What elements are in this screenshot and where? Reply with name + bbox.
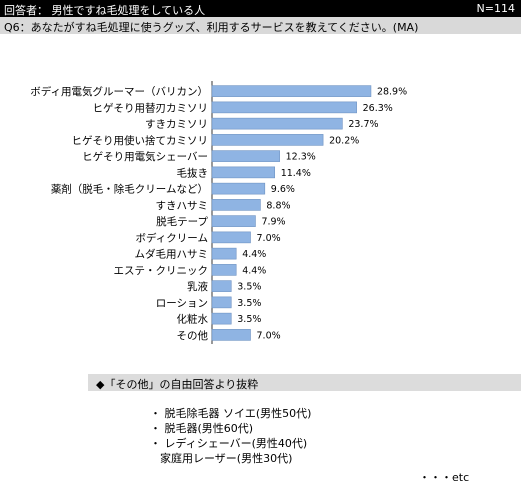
other-answers-heading-bar: ◆「その他」の自由回答より抜粋 <box>88 374 521 391</box>
bar <box>211 150 280 162</box>
bar <box>211 329 251 341</box>
value-label: 12.3% <box>286 152 316 163</box>
value-label: 4.4% <box>242 249 266 260</box>
category-label: 毛抜き <box>177 166 209 179</box>
value-label: 7.0% <box>257 233 281 244</box>
bar-chart: ボディ用電気グルーマー（バリカン） 28.9% ヒゲそり用替刃カミソリ 26.3% すき… <box>30 81 407 344</box>
bar <box>211 312 232 325</box>
question-bar: Q6：あなたがすね毛処理に使うグッズ、利用するサービスを教えてください。(MA) <box>0 17 521 34</box>
category-label: ヒゲそり用使い捨てカミソリ <box>72 134 209 147</box>
category-label: ヒゲそり用電気シェーバー <box>82 150 208 163</box>
category-label: その他 <box>177 329 209 342</box>
other-answers-heading: ◆「その他」の自由回答より抜粋 <box>96 378 259 391</box>
category-label: ローション <box>156 297 208 309</box>
bar <box>211 101 357 114</box>
value-label: 3.5% <box>237 314 261 325</box>
bar <box>211 231 251 244</box>
category-label: 脱毛テープ <box>156 215 208 228</box>
value-label: 23.7% <box>348 119 378 130</box>
etc-note: ・・・etc <box>419 471 470 484</box>
other-answers-list: ・ 脱毛除毛器 ソイエ(男性50代) ・ 脱毛器(男性60代) ・ レディシェー… <box>150 406 311 466</box>
bar <box>211 264 237 276</box>
other-answer-item: ・ レディシェーバー(男性40代) <box>150 437 308 450</box>
value-label: 28.9% <box>377 87 407 98</box>
value-label: 26.3% <box>363 103 393 114</box>
bar <box>211 199 261 211</box>
category-label: すきハサミ <box>156 200 209 212</box>
value-label: 3.5% <box>237 282 261 293</box>
value-label: 9.6% <box>271 184 295 195</box>
other-answer-continuation: 家庭用レーザー(男性30代) <box>160 452 293 465</box>
value-label: 7.0% <box>257 330 281 341</box>
value-label: 7.9% <box>261 217 285 228</box>
category-label: ムダ毛用ハサミ <box>135 248 209 261</box>
category-label: 乳液 <box>187 280 208 293</box>
other-answer-item: ・ 脱毛除毛器 ソイエ(男性50代) <box>150 407 312 420</box>
sample-size: N=114 <box>476 2 515 15</box>
bar <box>211 280 232 292</box>
other-answer-item: ・ 脱毛器(男性60代) <box>150 422 254 435</box>
value-label: 11.4% <box>281 168 311 179</box>
category-label: 薬剤（脱毛・除毛クリームなど） <box>51 183 208 196</box>
category-label: エステ・クリニック <box>114 265 209 277</box>
respondent-header: 回答者： 男性ですね毛処理をしている人 N=114 <box>0 0 521 17</box>
bar <box>211 182 266 195</box>
category-label: 化粧水 <box>177 313 209 326</box>
value-label: 20.2% <box>329 135 359 146</box>
bar <box>211 215 256 227</box>
category-label: ボディクリーム <box>136 231 208 244</box>
bar <box>211 296 232 309</box>
question-text: Q6：あなたがすね毛処理に使うグッズ、利用するサービスを教えてください。(MA) <box>4 21 419 34</box>
category-label: ボディ用電気グルーマー（バリカン） <box>30 85 208 98</box>
bar <box>211 166 276 179</box>
bar <box>211 85 372 97</box>
bar <box>211 134 324 146</box>
category-label: ヒゲそり用替刃カミソリ <box>93 101 209 114</box>
value-label: 3.5% <box>237 298 261 309</box>
value-label: 4.4% <box>242 265 266 276</box>
respondent-label: 回答者： 男性ですね毛処理をしている人 <box>4 4 206 17</box>
value-label: 8.8% <box>266 200 290 211</box>
category-label: すきカミソリ <box>145 119 208 131</box>
bar <box>211 117 343 130</box>
bar <box>211 247 237 260</box>
